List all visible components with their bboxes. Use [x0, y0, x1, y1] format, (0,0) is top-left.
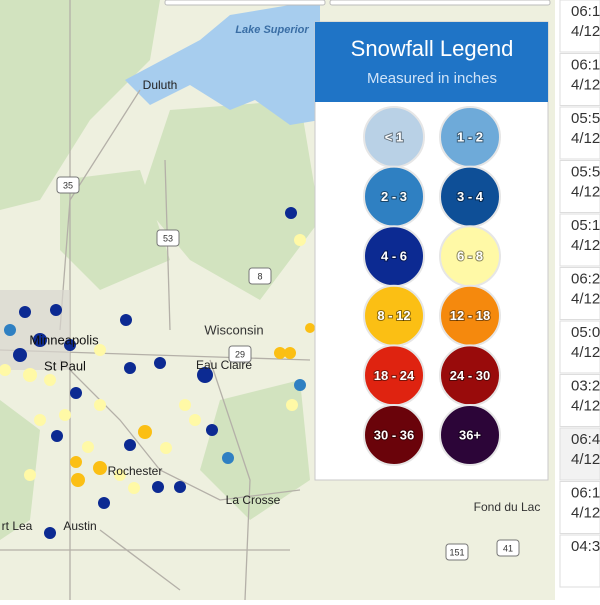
legend-subtitle: Measured in inches — [367, 70, 497, 87]
highway-shield — [56, 176, 80, 194]
legend-swatch[interactable] — [363, 404, 425, 466]
legend-label: 8 - 12 — [377, 308, 410, 323]
list-text: 4/12 — [571, 451, 600, 468]
list-text: 06:1 — [571, 484, 600, 501]
lake — [125, 0, 320, 125]
highway-number: 8 — [257, 271, 262, 281]
legend-label: < 1 — [385, 129, 403, 144]
toolbar-tab[interactable] — [164, 0, 326, 6]
forest — [0, 0, 320, 540]
legend-panel: Snowfall Legend Measured in inches < 1 1 … — [314, 21, 549, 481]
place-label: St Paul — [44, 358, 86, 373]
legend-label: 30 - 36 — [374, 427, 414, 442]
list-text: 4/12 — [571, 344, 600, 361]
highway-shield — [228, 345, 252, 363]
legend-label: 1 - 2 — [457, 129, 483, 144]
list-text: 04:3 — [571, 538, 600, 555]
legend-label: 2 - 3 — [381, 189, 407, 204]
place-label: Austin — [63, 519, 96, 533]
toolbar-tab[interactable] — [329, 0, 551, 6]
highway-shield — [496, 539, 520, 557]
list-text: 05:5 — [571, 163, 600, 180]
list-row[interactable] — [559, 267, 600, 320]
legend-swatch[interactable] — [439, 404, 501, 466]
legend-title: Snowfall Legend — [351, 36, 514, 61]
list-row[interactable] — [559, 213, 600, 267]
list-row[interactable] — [559, 374, 600, 427]
place-label: Wisconsin — [204, 322, 263, 337]
list-row[interactable] — [559, 427, 600, 481]
place-label: Lake Superior — [235, 24, 309, 36]
place-label: La Crosse — [226, 493, 281, 507]
legend-header — [315, 22, 548, 102]
list-text: 4/12 — [571, 290, 600, 307]
highway-number: 53 — [163, 233, 173, 243]
list-row[interactable] — [559, 320, 600, 374]
station-dots — [0, 207, 315, 539]
place-label: Minneapolis — [29, 332, 99, 347]
highway-shield — [156, 229, 180, 247]
list-text: 06:4 — [571, 431, 600, 448]
place-label: rt Lea — [2, 519, 33, 533]
list-text: 4/12 — [571, 130, 600, 147]
list-text: 4/12 — [571, 504, 600, 521]
list-text: 06:2 — [571, 270, 600, 287]
legend-label: 18 - 24 — [374, 368, 415, 383]
legend-label: 6 - 8 — [457, 249, 483, 264]
list-text: 4/12 — [571, 237, 600, 254]
list-text: 05:1 — [571, 217, 600, 234]
list-row[interactable] — [559, 481, 600, 534]
list-text: 05:5 — [571, 110, 600, 127]
list-row[interactable] — [559, 0, 600, 53]
list-row[interactable] — [559, 53, 600, 106]
list-row[interactable] — [559, 160, 600, 213]
list-text: 03:2 — [571, 377, 600, 394]
highway-shield — [445, 543, 469, 561]
place-label: Duluth — [143, 78, 178, 92]
highway-number: 151 — [449, 547, 464, 557]
legend-label: 24 - 30 — [450, 368, 490, 383]
place-label: Rochester — [108, 464, 163, 478]
legend-label: 4 - 6 — [381, 249, 407, 264]
list-row[interactable] — [559, 106, 600, 160]
highway-shield — [248, 267, 272, 285]
place-label: Fond du Lac — [474, 500, 541, 514]
list-text: 06:1 — [571, 56, 600, 73]
list-text: 4/12 — [571, 397, 600, 414]
legend-label: 3 - 4 — [457, 189, 484, 204]
list-text: 05:0 — [571, 324, 600, 341]
legend-label: 12 - 18 — [450, 308, 490, 323]
highway-number: 35 — [63, 180, 73, 190]
list-text: 4/12 — [571, 183, 600, 200]
list-text: 4/12 — [571, 76, 600, 93]
list-text: 06:1 — [571, 3, 600, 20]
highway-number: 41 — [503, 543, 513, 553]
legend-label: 36+ — [459, 427, 481, 442]
highway-number: 29 — [235, 349, 245, 359]
list-row[interactable] — [559, 534, 600, 588]
list-text: 4/12 — [571, 23, 600, 40]
